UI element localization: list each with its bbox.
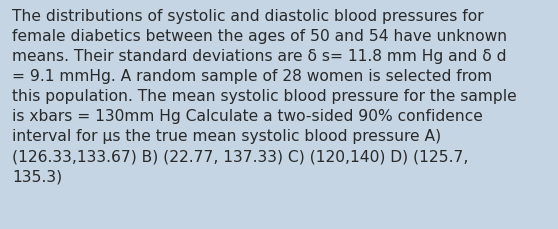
Text: The distributions of systolic and diastolic blood pressures for
female diabetics: The distributions of systolic and diasto… (12, 9, 517, 184)
